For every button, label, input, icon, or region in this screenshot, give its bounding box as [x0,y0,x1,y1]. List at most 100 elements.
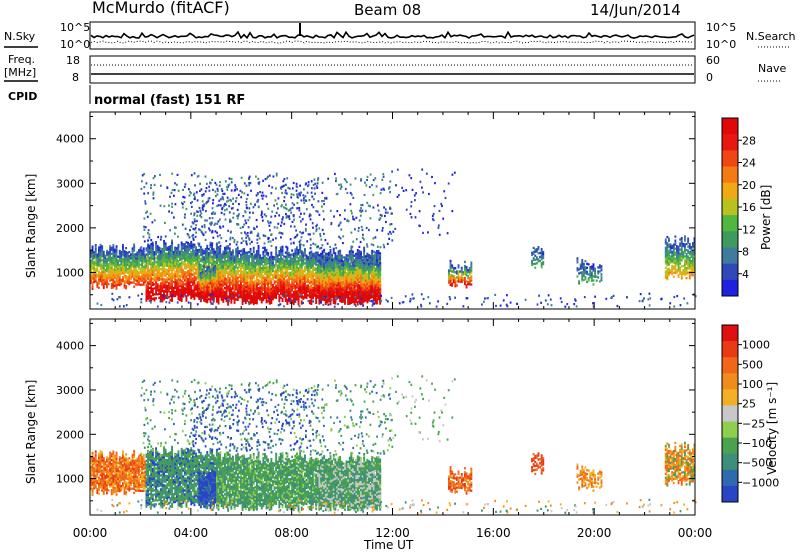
echo-cell [340,273,343,277]
echo-cell [257,273,260,276]
echo-cell [235,288,238,291]
echo-cell [315,273,318,276]
echo-cell [159,252,162,255]
echo-cell [190,271,193,274]
echo-cell [320,289,322,292]
echo-cell [336,257,338,261]
echo-cell [344,265,346,268]
echo-cell [377,282,380,285]
echo-cell [281,275,284,279]
echo-cell [331,285,334,288]
echo-cell [246,287,249,290]
echo-cell [214,289,217,292]
echo-cell [91,277,94,280]
echo-cell [139,253,142,256]
echo-cell [174,272,177,275]
echo-cell [291,285,294,288]
echo-cell [224,275,226,278]
echo-cell [180,283,183,286]
echo-cell [138,275,140,278]
echo-cell [211,247,213,250]
echo-cell [267,288,270,291]
echo-cell [136,265,139,268]
echo-cell [257,275,260,278]
echo-cell [312,291,314,294]
echo-cell [265,277,268,280]
echo-cell [339,276,342,279]
echo-cell [326,291,329,294]
echo-cell [329,264,332,267]
echo-cell [220,297,223,300]
echo-cell [183,275,186,278]
echo-cell [94,252,97,255]
echo-cell [315,251,318,254]
echo-cell [260,275,263,278]
echo-cell [142,259,145,262]
echo-cell [211,283,214,286]
echo-cell [180,299,183,302]
echo-cell [212,248,215,251]
echo-cell [219,285,222,288]
echo-cell [294,272,297,275]
echo-cell [134,257,137,260]
echo-cell [364,255,367,258]
echo-cell [241,298,244,301]
echo-cell [180,279,183,282]
echo-cell [199,249,202,253]
echo-cell [318,289,321,292]
echo-cell [329,258,332,262]
echo-cell [347,257,350,260]
echo-cell [329,303,332,306]
echo-cell [320,252,322,256]
echo-cell [376,273,378,276]
echo-cell [302,297,305,300]
echo-cell [236,250,239,253]
echo-cell [246,251,249,254]
echo-cell [350,290,353,293]
echo-cell [374,271,377,274]
echo-cell [159,262,162,265]
echo-cell [324,287,327,290]
echo-cell [188,279,191,282]
echo-cell [267,296,270,299]
echo-cell [211,277,214,280]
echo-cell [308,287,311,291]
echo-cell [200,290,202,293]
echo-cell [225,259,228,262]
echo-cell [120,256,123,260]
freq-unit-label: [MHz] [4,66,36,79]
echo-cell [264,280,266,283]
echo-cell [117,281,120,284]
echo-cell [297,297,300,300]
echo-cell [142,253,145,256]
echo-cell [133,259,136,262]
echo-cell [219,271,222,274]
echo-cell [219,293,222,296]
echo-cell [336,290,338,293]
echo-cell [374,273,377,276]
echo-cell [222,296,225,299]
echo-cell [289,265,292,268]
echo-cell [101,265,104,268]
echo-cell [211,269,214,272]
echo-cell [214,252,217,255]
echo-cell [356,256,359,259]
echo-cell [249,251,252,255]
echo-cell [284,261,287,264]
echo-cell [180,255,183,258]
echo-cell [150,289,153,292]
echo-cell [175,269,178,272]
echo-cell [153,251,156,254]
echo-cell [264,284,266,287]
echo-cell [257,265,260,268]
echo-cell [120,270,123,274]
echo-cell [235,262,238,265]
echo-cell [180,261,183,264]
echo-cell [158,254,161,257]
echo-cell [376,287,378,290]
echo-cell [209,298,212,301]
echo-cell [248,257,250,260]
echo-cell [262,286,265,290]
echo-cell [331,265,334,268]
echo-cell [278,286,281,289]
